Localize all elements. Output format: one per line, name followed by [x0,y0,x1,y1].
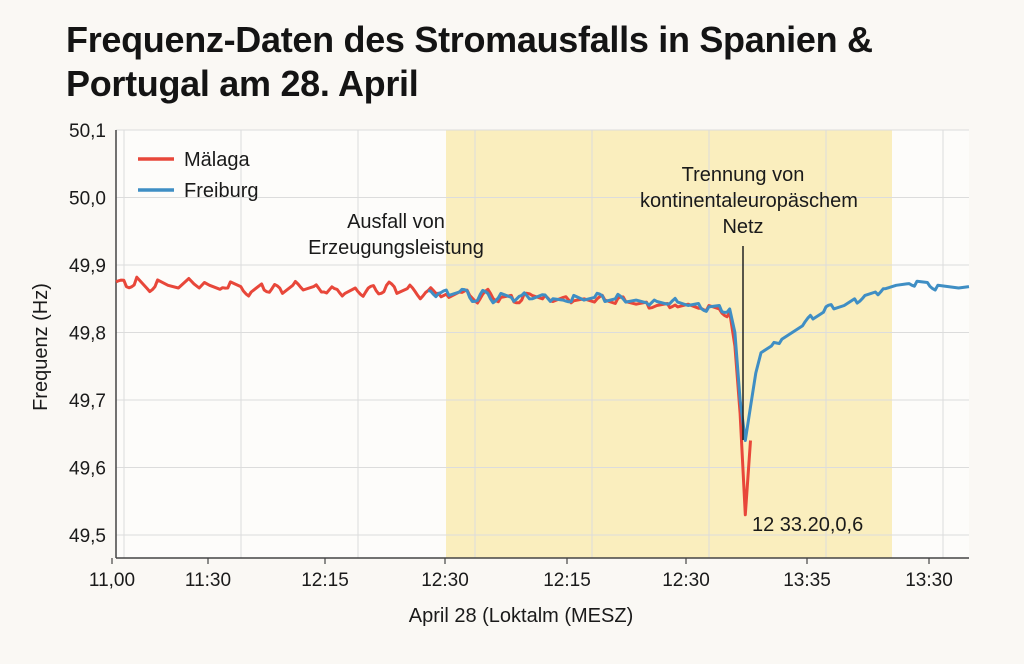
annotation-minimum-value: 12 33.20,0,6 [752,514,863,536]
x-tick-label: 12:15 [543,570,591,591]
y-tick-label: 49,8 [69,324,106,345]
annotation-grid-separation-line-2: kontinentaleuropäschem [640,190,858,212]
y-tick-label: 49,6 [69,459,106,480]
x-tick-labels: 11,00 11:30 12:15 12:30 12:15 12:30 13:35 13:30 [89,558,953,591]
legend: Mälaga Freiburg [138,149,258,202]
x-tick-label: 13:35 [783,570,831,591]
annotation-grid-separation-line-1: Trennung von [682,164,805,186]
y-tick-labels: 50,1 50,0 49,9 49,8 49,7 49,6 49,5 [69,121,106,547]
annotation-generation-loss-line-2: Erzeugungsleistung [308,237,484,259]
chart-title: Frequenz-Daten des Stromausfalls in Span… [66,18,966,106]
x-tick-label: 12:30 [421,570,469,591]
x-tick-label: 12:15 [301,570,349,591]
highlight-region [446,130,892,558]
y-axis-title: Frequenz (Hz) [30,283,52,411]
annotation-grid-separation-line-3: Netz [722,216,763,238]
x-tick-label: 11,00 [89,570,135,591]
y-tick-label: 49,9 [69,256,106,277]
series-line-freiburg [427,279,970,442]
annotation-grid-separation: Trennung von kontinentaleuropäschem Netz [640,164,858,238]
x-tick-label: 11:30 [185,570,231,591]
legend-label-freiburg: Freiburg [184,180,258,202]
x-tick-label: 12:30 [662,570,710,591]
chart-title-line-2: Portugal am 28. April [66,63,419,104]
annotation-generation-loss-line-1: Ausfall von [347,211,445,233]
y-tick-label: 49,7 [69,391,106,412]
y-tick-label: 50,1 [69,121,106,142]
y-tick-label: 50,0 [69,189,106,210]
x-tick-label: 13:30 [905,570,953,591]
legend-label-malaga: Mälaga [184,149,250,171]
chart-title-line-1: Frequenz-Daten des Stromausfalls in Span… [66,19,873,60]
grid [116,129,969,558]
annotation-generation-loss: Ausfall von Erzeugungsleistung [308,211,484,259]
series-lines [115,275,970,517]
y-tick-label: 49,5 [69,526,106,547]
x-axis-title: April 28 (Loktalm (MESZ) [409,605,634,627]
